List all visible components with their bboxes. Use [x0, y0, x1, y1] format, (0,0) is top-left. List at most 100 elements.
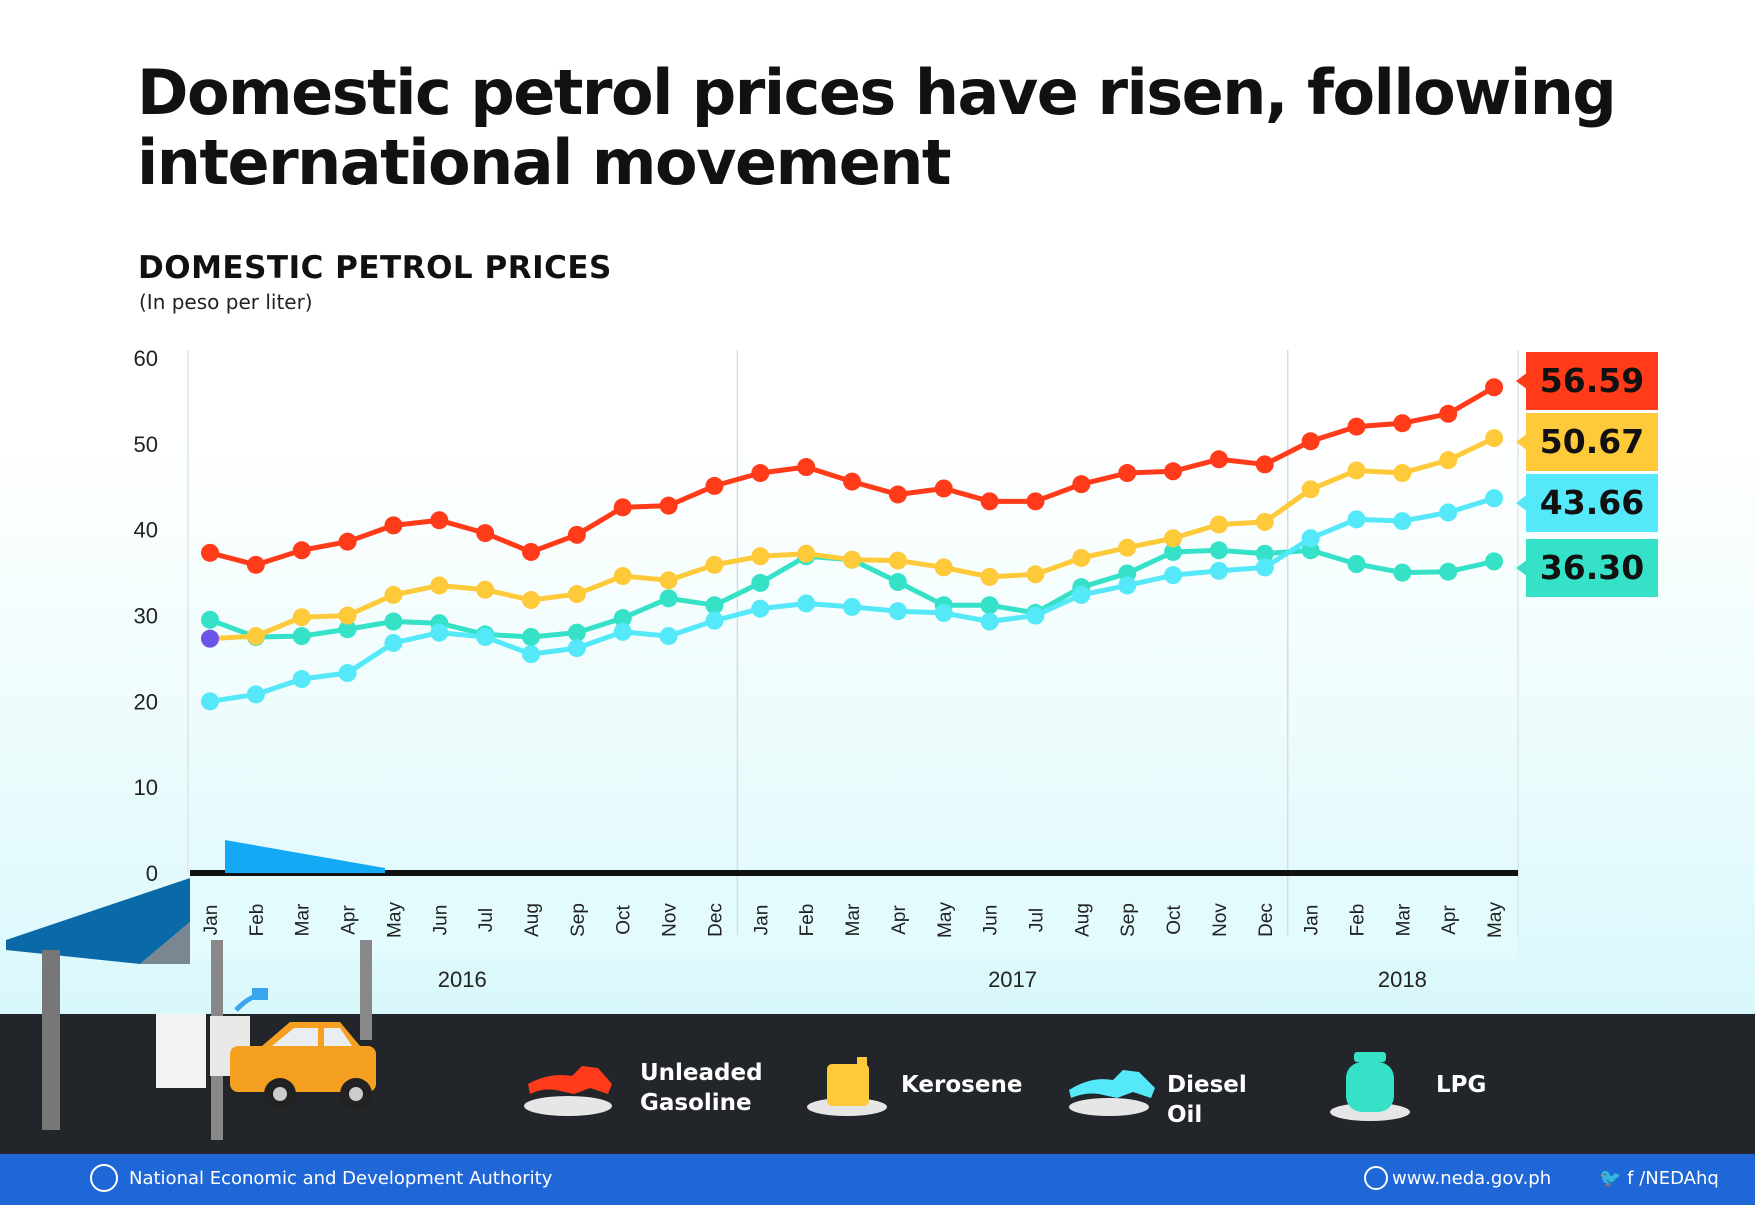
year-label: 2016 [438, 967, 487, 992]
x-tick-label: Mar [293, 903, 314, 936]
data-point-lpg [1393, 563, 1412, 582]
data-point-unleaded-gasoline [1026, 492, 1045, 511]
data-point-diesel-oil [201, 692, 219, 711]
data-point-diesel-oil [751, 599, 770, 618]
data-point-kerosene [659, 571, 678, 590]
data-point-unleaded-gasoline [384, 516, 403, 535]
x-tick-label: Aug [522, 903, 543, 937]
data-point-kerosene [1164, 529, 1183, 548]
data-point-kerosene [980, 567, 999, 586]
x-axis-band [188, 877, 1518, 959]
data-point-kerosene [384, 585, 403, 604]
data-point-unleaded-gasoline [292, 541, 311, 560]
data-point-kerosene [1301, 480, 1320, 499]
data-point-diesel-oil [613, 622, 632, 641]
data-point-unleaded-gasoline [843, 472, 862, 491]
x-tick-label: Sep [1118, 903, 1139, 937]
data-point-unleaded-gasoline [705, 476, 724, 495]
data-point-kerosene [1393, 464, 1412, 483]
year-label: 2018 [1378, 967, 1427, 992]
badge-arrow [1516, 494, 1528, 512]
kerosene-can-icon [807, 1057, 887, 1116]
lpg-tank-icon [1330, 1052, 1410, 1121]
data-point-unleaded-gasoline [1301, 432, 1320, 451]
value-badge-label: 56.59 [1540, 361, 1644, 400]
data-point-unleaded-gasoline [1164, 462, 1183, 481]
value-badge-label: 50.67 [1540, 422, 1644, 461]
data-point-diesel-oil [476, 627, 495, 646]
value-badge [1526, 413, 1658, 471]
x-tick-label: Sep [568, 903, 589, 937]
x-tick-label: Apr [339, 905, 360, 935]
data-point-lpg [1439, 562, 1458, 581]
data-point-unleaded-gasoline [1072, 475, 1091, 494]
data-point-unleaded-gasoline [567, 525, 586, 544]
x-tick-label: Apr [889, 905, 910, 935]
data-point-kerosene [1026, 565, 1045, 584]
x-tick-label: Jan [1302, 905, 1323, 936]
data-point-lpg [292, 627, 311, 646]
data-point-kerosene [476, 580, 495, 599]
data-point-unleaded-gasoline [246, 555, 265, 574]
data-point-diesel-oil [1255, 558, 1274, 577]
data-point-lpg [567, 623, 586, 642]
x-tick-label: Jul [476, 908, 497, 932]
data-point-diesel-oil [980, 612, 999, 631]
y-tick-label: 0 [146, 861, 158, 886]
data-point-unleaded-gasoline [613, 498, 632, 517]
x-tick-label: Feb [247, 904, 268, 937]
x-tick-label: May [935, 902, 956, 938]
data-point-diesel-oil [292, 670, 311, 689]
legend-label-lpg: LPG [1436, 1072, 1487, 1098]
data-point-unleaded-gasoline [430, 511, 449, 530]
data-point-diesel-oil [1301, 529, 1320, 548]
value-badge [1526, 474, 1658, 532]
data-point-diesel-oil [522, 645, 541, 664]
x-tick-label: Nov [660, 903, 681, 937]
data-point-diesel-oil [430, 623, 449, 642]
data-point-lpg [659, 589, 678, 608]
x-tick-label: Apr [1439, 905, 1460, 935]
data-point-lpg [980, 596, 999, 615]
y-tick-label: 50 [134, 432, 158, 457]
data-point-kerosene [797, 544, 816, 563]
data-point-kerosene [567, 585, 586, 604]
x-tick-label: Aug [1072, 903, 1093, 937]
footer-website-link[interactable]: www.neda.gov.ph [1392, 1168, 1552, 1189]
diesel-nozzle-icon [1069, 1070, 1155, 1116]
data-point-diesel-oil [843, 597, 862, 616]
x-tick-label: Oct [1164, 905, 1185, 935]
data-point-diesel-oil [338, 664, 357, 683]
data-point-unleaded-gasoline [1439, 404, 1458, 423]
footer-bar: National Economic and Development Author… [0, 1154, 1755, 1205]
data-point-unleaded-gasoline [1118, 464, 1137, 483]
x-tick-label: Jun [430, 905, 451, 936]
data-point-diesel-oil [1118, 576, 1137, 595]
data-point-unleaded-gasoline [338, 532, 357, 551]
x-tick-label: Dec [1256, 903, 1277, 937]
data-point-unleaded-gasoline [1255, 455, 1274, 474]
data-point-unleaded-gasoline [522, 542, 541, 561]
footer-social-handle[interactable]: 🐦 f /NEDAhq [1599, 1168, 1719, 1189]
x-tick-label: Mar [843, 903, 864, 936]
x-tick-label: Feb [1348, 904, 1369, 937]
data-point-diesel-oil [246, 685, 265, 704]
data-point-lpg [705, 596, 724, 615]
data-point-lpg [1209, 541, 1228, 560]
data-point-diesel-oil [1072, 585, 1091, 604]
year-label: 2017 [988, 967, 1037, 992]
data-point-unleaded-gasoline [1209, 450, 1228, 469]
data-point-kerosene [1485, 429, 1504, 448]
data-point-diesel-oil [659, 627, 678, 646]
x-tick-label: Jan [751, 905, 772, 936]
data-point-unleaded-gasoline [934, 479, 953, 498]
value-badge [1526, 539, 1658, 597]
data-point-unleaded-gasoline [751, 464, 770, 483]
data-point-kerosene [705, 555, 724, 574]
data-point-kerosene [843, 550, 862, 569]
x-tick-label: Jul [1026, 908, 1047, 932]
legend-label-gasoline: Unleaded Gasoline [640, 1060, 763, 1116]
chart-title: DOMESTIC PETROL PRICES [138, 250, 612, 286]
x-tick-label: Feb [797, 904, 818, 937]
y-tick-label: 30 [134, 604, 158, 629]
